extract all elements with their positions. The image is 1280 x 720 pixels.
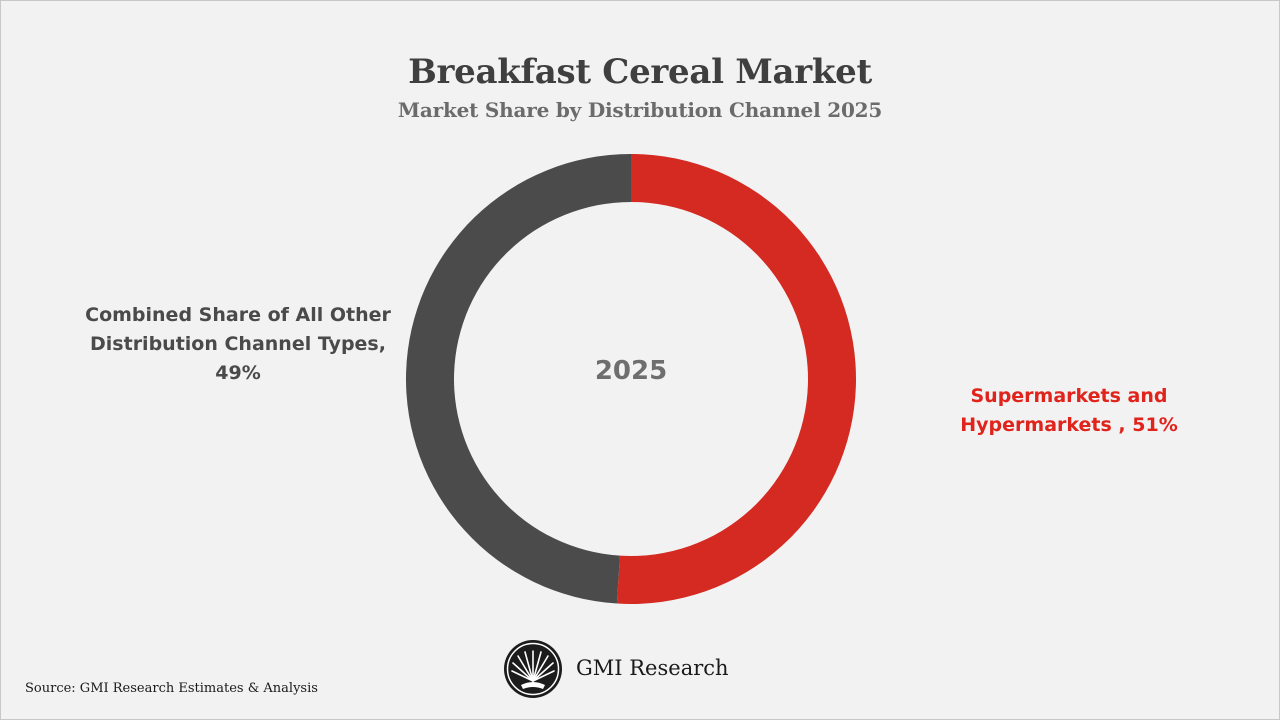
chart-title: Breakfast Cereal Market [408,52,872,92]
slice-label-line: Supermarkets and [970,385,1168,407]
slice-label-other-channels: Combined Share of All Other Distribution… [80,301,396,388]
slice-label-line: Combined Share of All Other [85,304,391,326]
slice-label-line: 49% [215,362,261,384]
chart-subtitle: Market Share by Distribution Channel 202… [397,98,883,122]
donut-center-label: 2025 [594,356,668,386]
slice-label-supermarkets: Supermarkets and Hypermarkets , 51% [936,382,1202,440]
shell-fan-icon [504,640,562,698]
slice-label-line: Hypermarkets , 51% [960,414,1178,436]
source-note: Source: GMI Research Estimates & Analysi… [25,681,318,696]
slice-label-line: Distribution Channel Types, [90,333,386,355]
donut-slice-0 [616,154,856,604]
donut-slice-1 [405,154,631,604]
brand-name: GMI Research [576,656,729,680]
